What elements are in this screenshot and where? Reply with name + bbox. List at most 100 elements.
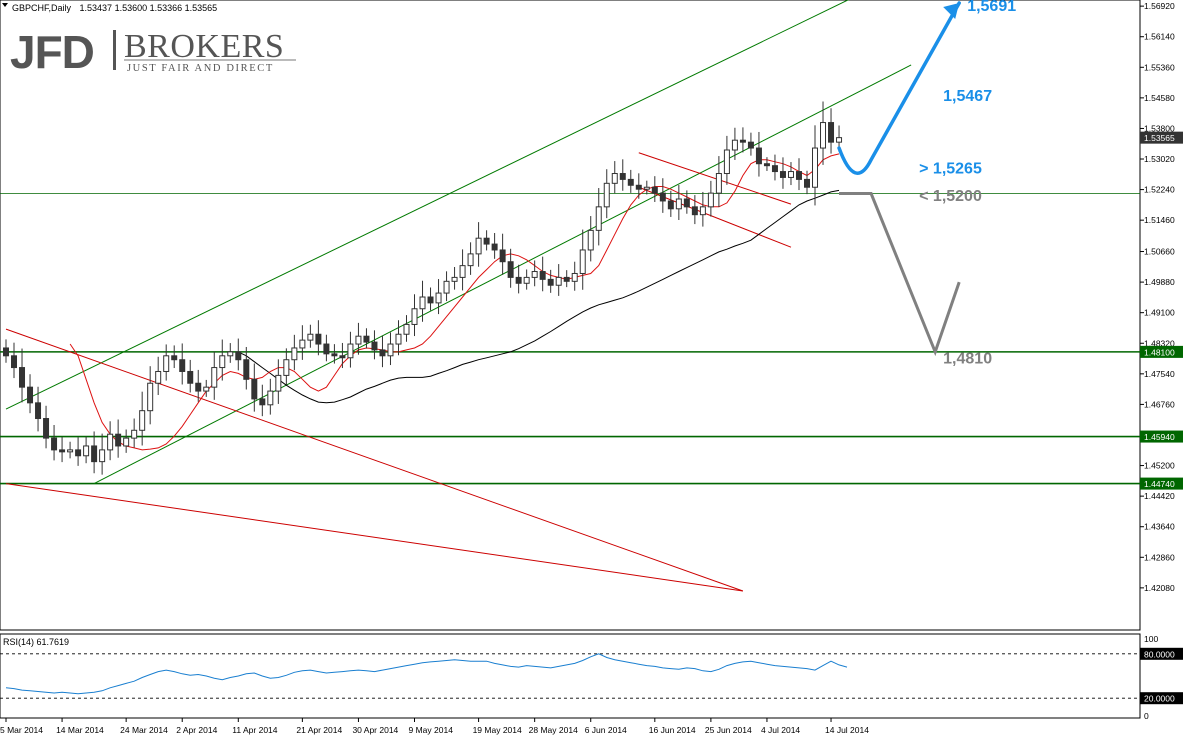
bullish-arrow-head-icon [943,3,960,19]
candle-body-bull [307,333,314,341]
y-tick-label: 1.43640 [1144,522,1175,532]
candle-body-bear [51,437,58,451]
candle-body-bull [211,367,218,388]
x-axis-date-labels: 5 Mar 2014 14 Mar 2014 24 Mar 2014 2 Apr 20… [0,718,869,735]
candle-body-bear [179,359,186,372]
candle [571,261,578,291]
candle-body-bull [611,173,618,184]
channel-line-red_flag_upper [638,152,792,205]
candle [539,256,546,292]
candle [11,342,18,379]
candle-body-bull [219,355,226,369]
candle [627,169,634,193]
candle-body-bear [795,171,802,180]
candle [763,157,770,171]
candle-body-bull [587,229,594,251]
candle-body-bull [787,171,794,178]
candle [203,379,210,397]
candle-body-bear [507,261,514,278]
candle [443,271,450,302]
channel-line-red_outer_lower [5,483,743,592]
candle [51,424,58,461]
candle-body-bear [27,386,34,404]
candle [211,351,218,400]
candle [283,348,290,385]
candle [507,248,514,288]
candle [19,348,26,403]
candle-body-bull [83,445,90,457]
y-tick-label: 1.48320 [1144,338,1175,348]
logo-name: BROKERS [124,28,284,65]
candle [59,437,66,463]
candle-body-bull [467,253,474,267]
candle [411,294,418,337]
forecast-label: > 1,5265 [919,161,982,178]
candle-body-bull [675,198,682,210]
candle-body-bull [347,343,354,359]
candle [91,431,98,474]
candle [635,173,642,199]
candle-body-bull [227,351,234,357]
candle [315,320,322,356]
candle [691,195,698,225]
candle-body-bear [691,206,698,216]
candle [739,127,746,153]
candle-body-bull [836,137,843,143]
logo-divider [113,30,116,70]
candle [611,161,618,194]
candle [491,233,498,259]
candle-body-bear [739,139,746,143]
highlighted-price-labels: 1.53565 1.48100 1.45940 1.44740 [1140,131,1183,490]
candle [307,324,314,348]
x-tick-label: 9 May 2014 [409,725,454,735]
candle-body-bear [499,249,506,263]
channel-line-green_upper [5,0,850,410]
candle-body-bull [595,206,602,231]
candle-body-bull [155,370,162,384]
candle-body-bull [403,323,410,335]
candle [595,188,602,246]
x-tick-label: 14 Jul 2014 [825,725,869,735]
candle [227,343,234,363]
rsi-level-tag [1140,647,1183,660]
forecast-label: 1,5467 [943,88,992,105]
candle [547,269,554,293]
candle [475,222,482,267]
x-tick-label: 19 May 2014 [473,725,522,735]
candle-body-bull [435,292,442,304]
candle [643,180,650,195]
candle [83,436,90,464]
candle [123,429,130,453]
candle-body-bear [763,163,770,167]
candle [531,260,538,287]
price-level-label: 1.44740 [1144,479,1175,489]
candle [3,339,9,363]
candle [812,125,819,206]
candle-body-bull [707,192,714,208]
horizontal-support-lines [0,193,1140,485]
candle-body-bear [747,141,754,149]
candle-body-bear [11,355,18,369]
candle-body-bear [539,271,546,280]
x-tick-label: 4 Jul 2014 [761,725,800,735]
candle [259,384,266,417]
candle [523,269,530,290]
candle-body-bear [251,378,258,400]
candle-body-bear [3,347,9,357]
candle [163,344,170,381]
candle [219,339,226,381]
candle [179,343,186,385]
x-tick-label: 11 Apr 2014 [232,725,277,735]
channel-line-red_outer_upper [5,328,744,592]
rsi-panel-frame [0,633,1141,719]
candle [683,190,690,214]
dropdown-triangle-icon[interactable] [2,3,8,7]
candle [795,158,802,191]
y-tick-label: 1.56920 [1144,1,1175,11]
candle-body-bull [163,355,170,372]
candle [435,279,442,315]
candle [139,391,146,446]
rsi-tick-label: 0 [1144,711,1149,721]
candle-body-bear [363,335,370,343]
